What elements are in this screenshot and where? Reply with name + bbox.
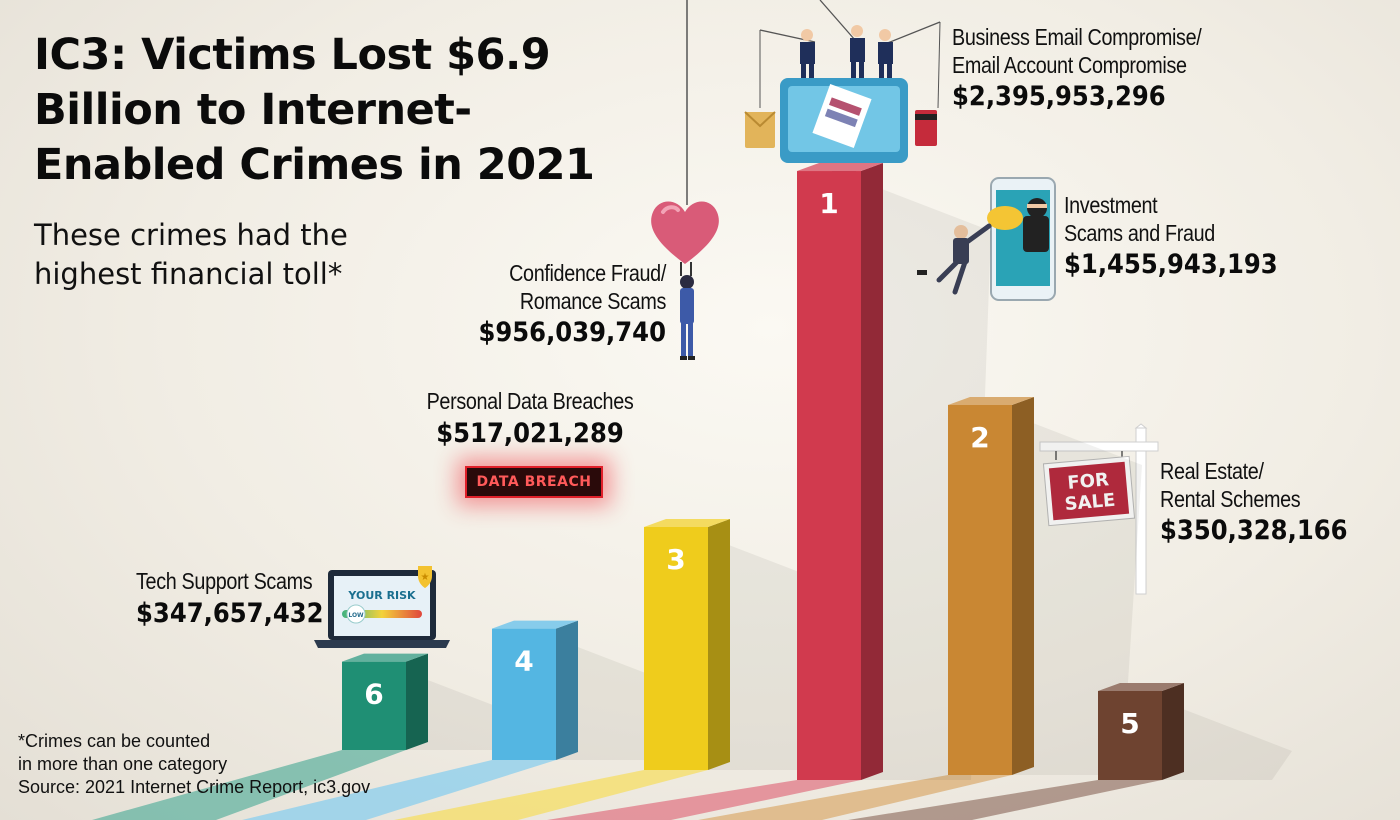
for-sale-sign-icon: FOR SALE <box>1039 423 1159 595</box>
bar-side <box>1162 682 1184 780</box>
bar-top <box>342 653 428 662</box>
floor-stripe <box>394 770 708 820</box>
rank-label: 2 <box>970 421 989 454</box>
bar-label: Investment Scams and Fraud $1,455,943,193 <box>1064 192 1301 282</box>
for-sale-line2: SALE <box>1064 490 1116 515</box>
category-name: Rental Schemes <box>1160 485 1301 512</box>
bar-top <box>644 519 730 528</box>
bar-label: Tech Support Scams $347,657,432 <box>136 568 344 630</box>
chart-title: IC3: Victims Lost $6.9 Billion to Intern… <box>34 30 595 190</box>
bar-top <box>492 620 578 629</box>
footnote-line-3: Source: 2021 Internet Crime Report, ic3.… <box>18 777 371 797</box>
category-name: Scams and Fraud <box>1064 219 1215 246</box>
heart-icon <box>651 201 719 360</box>
bar-2: 2 <box>948 396 1142 775</box>
rank-label: 5 <box>1120 707 1139 740</box>
floor-stripe <box>848 780 1162 820</box>
footnote: *Crimes can be counted in more than one … <box>18 730 378 799</box>
bar-label: Business Email Compromise/Email Account … <box>952 24 1242 114</box>
fishing-line-icon <box>686 0 688 205</box>
bar-side <box>708 519 730 770</box>
bar-shadow <box>1012 414 1142 775</box>
rank-label: 1 <box>819 187 838 220</box>
floor-stripe <box>92 750 406 820</box>
footnote-line-1: *Crimes can be counted <box>18 731 211 751</box>
phone-thief-icon <box>917 177 1056 301</box>
bar-top <box>1098 682 1184 691</box>
value-label: $2,395,953,296 <box>952 81 1166 113</box>
bar-front <box>948 404 1012 775</box>
floor-stripe <box>242 760 556 820</box>
bar-front <box>492 628 556 760</box>
value-label: $1,455,943,193 <box>1064 249 1278 281</box>
bar-5: 5 <box>1098 682 1292 780</box>
bar-1: 1 <box>797 163 991 780</box>
bar-front <box>797 171 861 780</box>
category-name: Business Email Compromise/ <box>952 24 1202 50</box>
category-name: Email Account Compromise <box>952 51 1187 78</box>
category-name: Romance Scams <box>519 287 666 314</box>
floor-stripe <box>698 775 1012 820</box>
bar-top <box>797 163 883 172</box>
bar-front <box>1098 690 1162 780</box>
bar-side <box>861 163 883 780</box>
bar-side <box>1012 396 1034 775</box>
chart-subtitle: These crimes had the highest financial t… <box>34 218 348 291</box>
footnote-line-2: in more than one category <box>18 754 228 774</box>
for-sale-line1: FOR <box>1067 469 1110 494</box>
rank-label: 6 <box>364 678 383 711</box>
risk-screen-level: LOW <box>348 612 364 619</box>
category-name: Tech Support Scams <box>136 568 313 594</box>
bar-side <box>556 620 578 760</box>
monitor-fishing-icon <box>744 0 941 186</box>
bar-front <box>342 661 406 750</box>
bar-label: Personal Data Breaches $517,021,289 <box>380 388 680 450</box>
svg-text:★: ★ <box>421 572 430 583</box>
bar-label: Real Estate/Rental Schemes $350,328,166 <box>1160 458 1368 548</box>
bar-front <box>644 527 708 770</box>
category-name: Real Estate/ <box>1160 458 1264 484</box>
bar-top <box>948 396 1034 405</box>
risk-screen-title: YOUR RISK <box>347 589 416 602</box>
category-name: Personal Data Breaches <box>426 388 634 414</box>
bar-label: Confidence Fraud/Romance Scams $956,039,7… <box>368 260 666 350</box>
category-name: Investment <box>1064 192 1158 218</box>
value-label: $347,657,432 <box>136 597 324 629</box>
data-breach-sign: DATA BREACH <box>465 466 603 498</box>
category-name: Confidence Fraud/ <box>509 260 666 286</box>
bar-shadow <box>1162 700 1292 780</box>
rank-label: 3 <box>666 543 685 576</box>
value-label: $517,021,289 <box>436 417 624 449</box>
laptop-risk-icon: YOUR RISK LOW ★ <box>314 566 450 648</box>
floor-stripe <box>547 780 861 820</box>
value-label: $350,328,166 <box>1160 515 1348 547</box>
rank-label: 4 <box>514 645 533 678</box>
value-label: $956,039,740 <box>478 317 666 349</box>
bar-side <box>406 653 428 750</box>
